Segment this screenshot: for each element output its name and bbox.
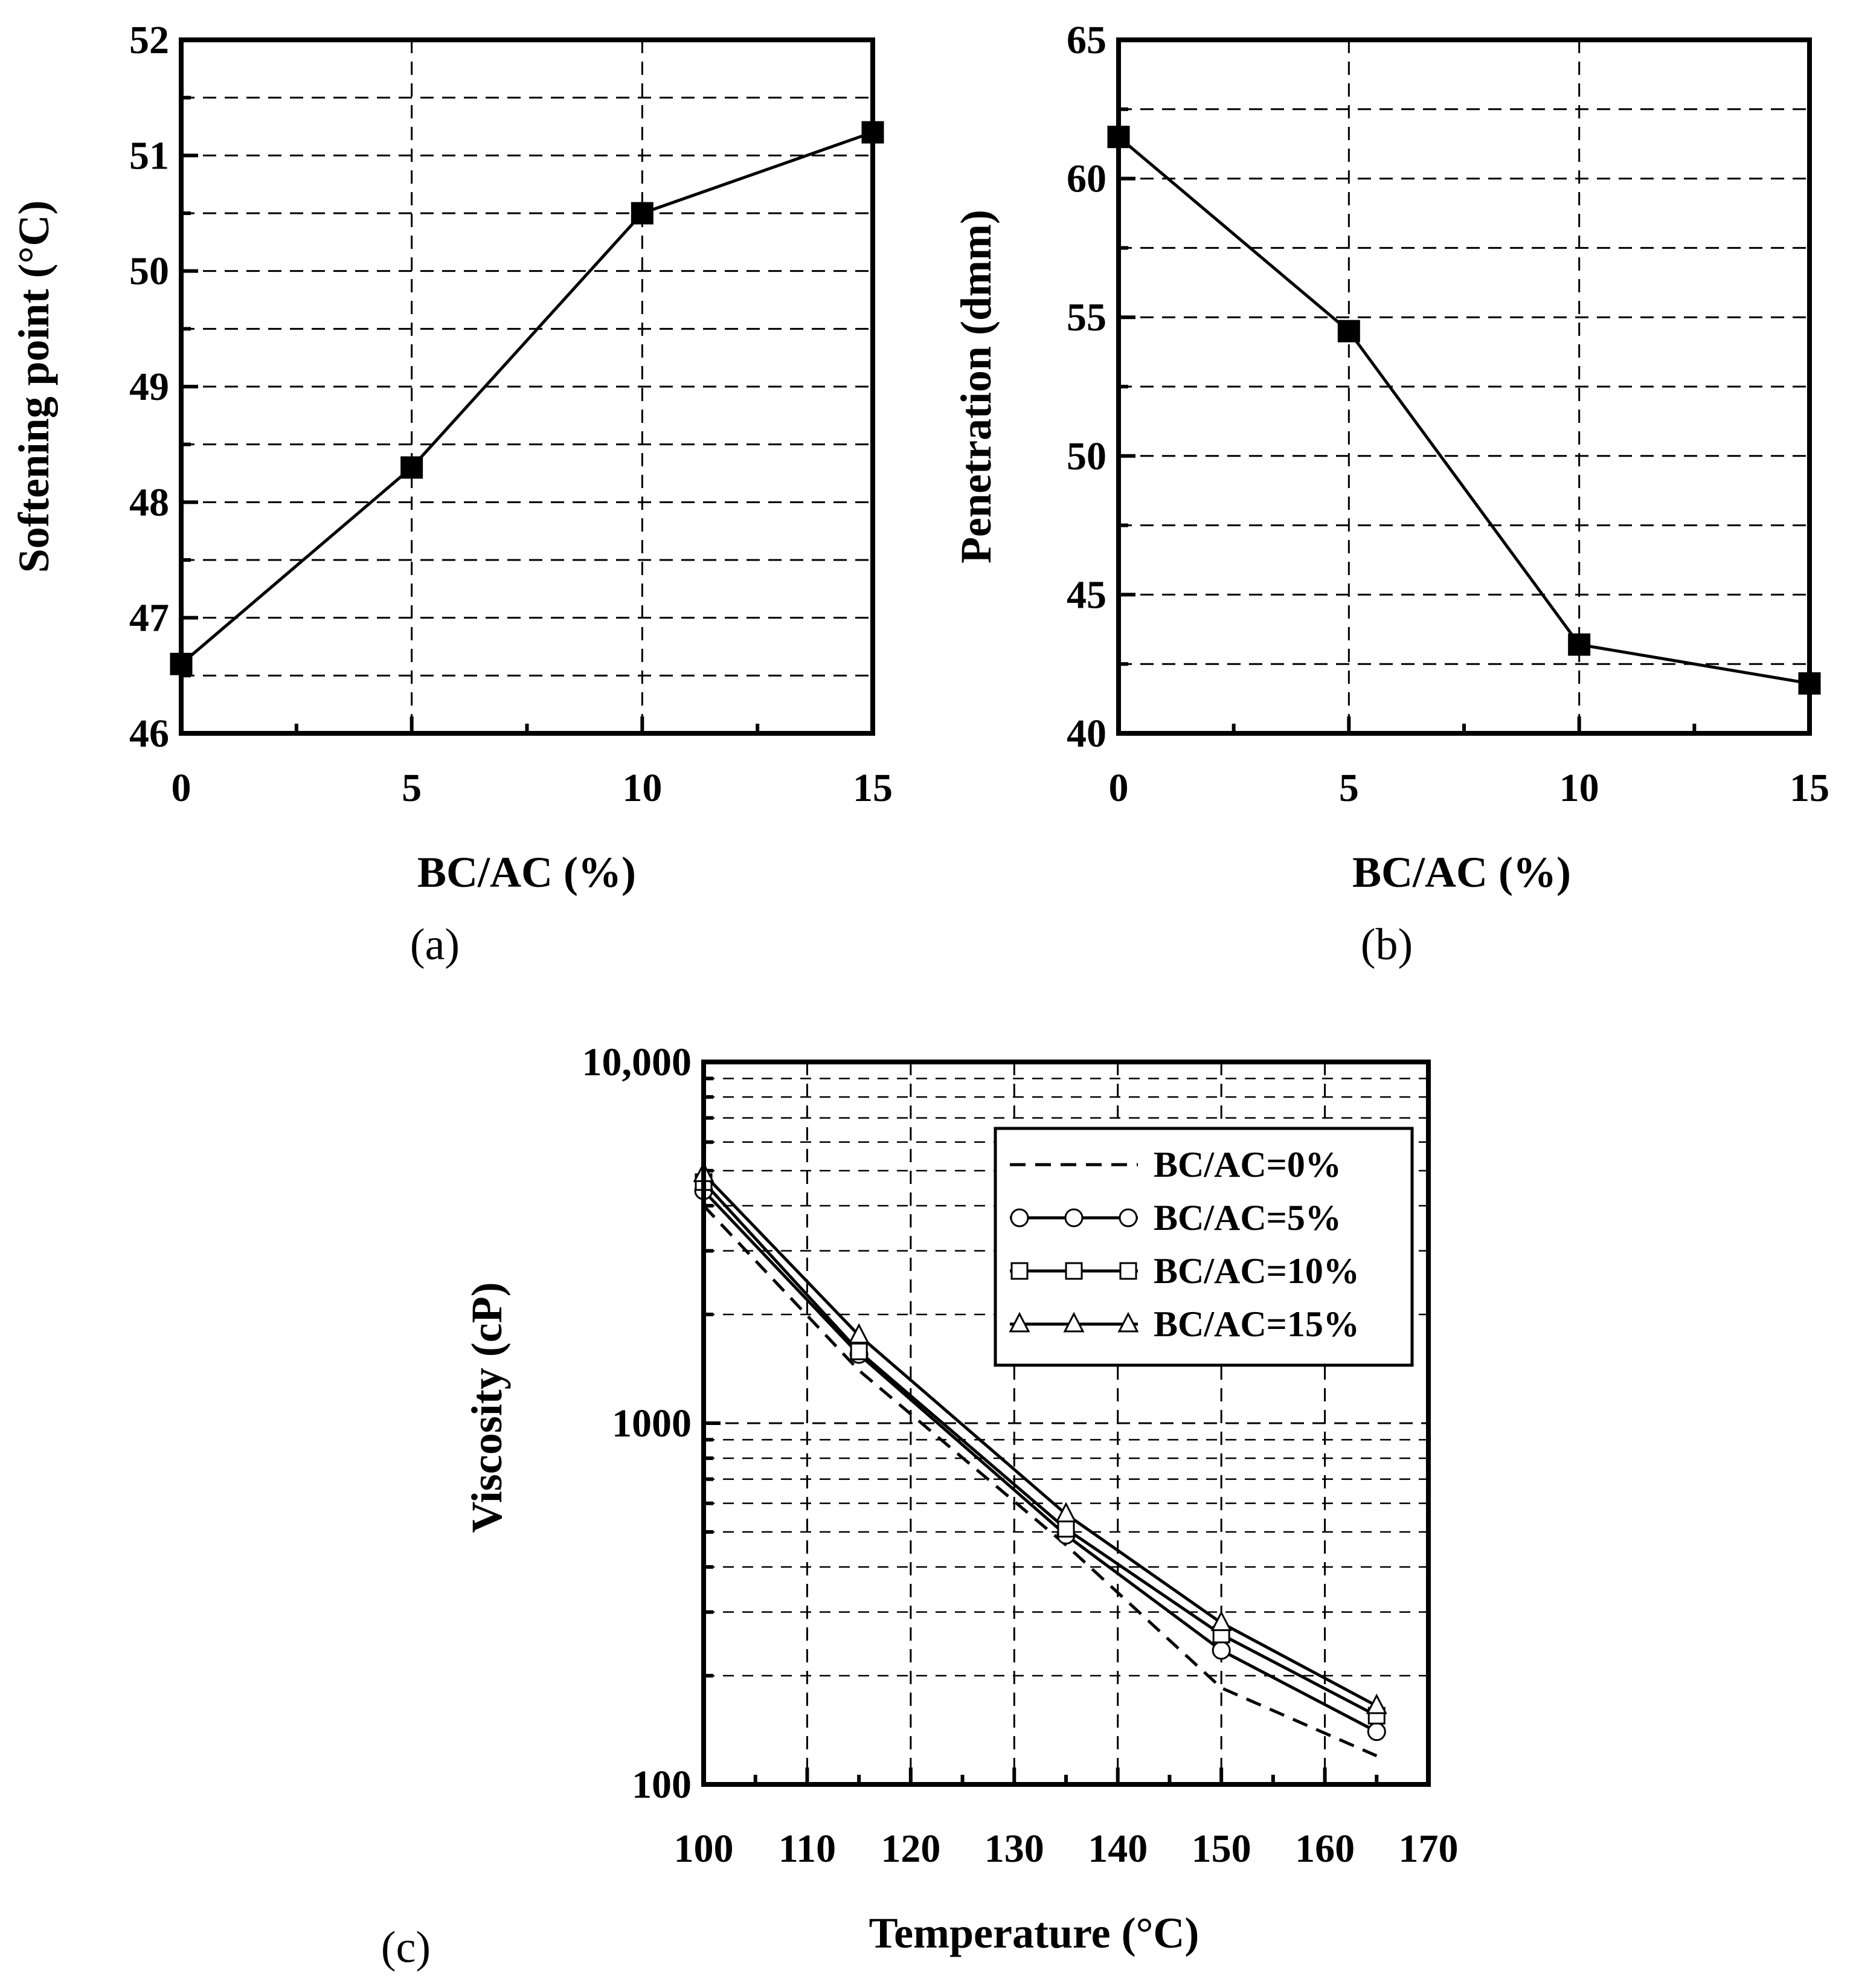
panel-b-label: (b) — [1361, 920, 1413, 970]
panel-a-x-tick-label: 5 — [402, 766, 422, 810]
panel-a-tick-labels: 0 5 10 15 46 47 48 49 50 51 52 — [129, 18, 893, 810]
panel-b-y-tick-label: 40 — [1067, 712, 1106, 756]
panel-c-legend-marker — [1117, 1311, 1139, 1333]
panel-a-y-tick-label: 48 — [129, 480, 169, 524]
panel-c-legend: BC/AC=0% BC/AC=5% BC/AC=10% BC/AC=15% — [994, 1127, 1414, 1367]
panel-b-x-tick-label: 10 — [1559, 766, 1599, 810]
panel-b-gridlines — [1119, 40, 1810, 733]
panel-c-x-tick-label: 170 — [1399, 1827, 1459, 1871]
panel-c-legend-label: BC/AC=10% — [1154, 1251, 1360, 1291]
panel-c-legend-label: BC/AC=0% — [1154, 1145, 1341, 1185]
panel-a-x-tick-label: 15 — [853, 766, 893, 810]
panel-b-y-axis-label: Penetration (dmm) — [952, 210, 1000, 564]
panel-a-y-tick-label: 46 — [129, 712, 169, 756]
panel-a-y-tick-label: 50 — [129, 249, 169, 294]
panel-b-x-tick-label: 5 — [1339, 766, 1359, 810]
panel-a-softening-point-chart: 0 5 10 15 46 47 48 49 50 51 52 BC/AC (%) Softening… — [10, 18, 893, 970]
panel-c-data-point — [1057, 1520, 1075, 1538]
panel-a-x-tick-label: 10 — [622, 766, 662, 810]
panel-c-legend-marker — [1064, 1208, 1084, 1227]
panel-c-x-axis-label: Temperature (°C) — [869, 1909, 1199, 1957]
panel-b-x-tick-label: 0 — [1109, 766, 1129, 810]
panel-c-x-tick-label: 160 — [1295, 1827, 1355, 1871]
panel-a-y-tick-label: 49 — [129, 365, 169, 409]
panel-c-legend-marker — [1119, 1208, 1138, 1227]
panel-c-x-tick-label: 100 — [674, 1827, 734, 1871]
panel-b-y-tick-label: 50 — [1067, 434, 1106, 478]
panel-c-legend-marker — [1009, 1311, 1030, 1333]
panel-c-legend-marker — [1010, 1208, 1029, 1227]
panel-c-y-axis-label: Viscosity (cP) — [463, 1282, 511, 1533]
panel-c-legend-marker — [1065, 1262, 1083, 1280]
panel-c-viscosity-chart: 100 110 120 130 140 150 160 170 100 1000 10,000 BC… — [381, 1040, 1459, 1972]
panel-a-y-tick-label: 52 — [129, 18, 169, 62]
panel-a-label: (a) — [410, 920, 460, 970]
panel-c-x-tick-label: 140 — [1088, 1827, 1148, 1871]
panel-a-plot-frame — [179, 37, 875, 736]
panel-b-plot-frame — [1116, 37, 1812, 736]
panel-b-x-tick-label: 15 — [1790, 766, 1829, 810]
panel-b-penetration-chart: 0 5 10 15 40 45 50 55 60 65 BC/AC (%) Penetration… — [952, 18, 1829, 970]
panel-c-data-point — [848, 1323, 870, 1344]
panel-c-data-point — [850, 1342, 868, 1360]
panel-c-y-tick-label: 1000 — [612, 1401, 692, 1446]
panel-b-data-point — [1568, 633, 1591, 656]
panel-c-x-tick-label: 130 — [984, 1827, 1044, 1871]
panel-c-label: (c) — [381, 1923, 431, 1972]
panel-c-x-tick-label: 150 — [1192, 1827, 1251, 1871]
panel-c-legend-label: BC/AC=15% — [1154, 1304, 1360, 1344]
panel-b-tick-labels: 0 5 10 15 40 45 50 55 60 65 — [1067, 18, 1829, 810]
panel-b-data-point — [1337, 320, 1360, 343]
panel-c-legend-box — [994, 1127, 1414, 1367]
panel-b-y-tick-label: 65 — [1067, 18, 1106, 62]
panel-a-x-axis-label: BC/AC (%) — [417, 848, 636, 896]
panel-c-series-line — [702, 1205, 1378, 1757]
panel-c-x-tick-label: 110 — [779, 1827, 836, 1871]
panel-a-series-line — [180, 130, 873, 666]
panel-c-data-point — [1055, 1502, 1077, 1523]
panel-a-gridlines — [181, 40, 873, 733]
panel-a-data-point — [400, 456, 423, 479]
panel-b-series-line — [1117, 135, 1810, 685]
panel-c-data-point — [1212, 1641, 1231, 1660]
panel-c-x-tick-label: 120 — [881, 1827, 940, 1871]
panel-b-y-tick-label: 60 — [1067, 157, 1106, 201]
panel-b-x-axis-label: BC/AC (%) — [1352, 848, 1571, 896]
panel-b-y-tick-label: 45 — [1067, 573, 1106, 617]
panel-c-legend-marker — [1063, 1311, 1085, 1333]
panel-a-y-axis-label: Softening point (°C) — [10, 201, 58, 573]
panel-c-y-tick-label: 10,000 — [582, 1040, 692, 1084]
panel-c-plot-frame — [701, 1060, 1431, 1787]
panel-c-data-point — [1366, 1693, 1387, 1714]
panel-c-legend-label: BC/AC=5% — [1154, 1198, 1341, 1238]
panel-c-data-point — [1210, 1610, 1232, 1632]
panel-a-series — [170, 121, 884, 675]
panel-a-x-tick-label: 0 — [172, 766, 191, 810]
panel-c-y-tick-label: 100 — [632, 1763, 692, 1807]
panel-b-y-tick-label: 55 — [1067, 295, 1106, 339]
panel-b-series — [1107, 126, 1821, 695]
panel-c-tick-labels: 100 110 120 130 140 150 160 170 100 1000 10,000 — [582, 1040, 1459, 1871]
panel-a-data-point — [631, 202, 654, 225]
panel-c-legend-marker — [1010, 1262, 1029, 1280]
panel-c-data-point — [1367, 1722, 1386, 1742]
panel-a-y-tick-label: 47 — [129, 596, 169, 640]
panel-a-y-tick-label: 51 — [129, 133, 169, 178]
panel-c-legend-marker — [1119, 1262, 1137, 1280]
